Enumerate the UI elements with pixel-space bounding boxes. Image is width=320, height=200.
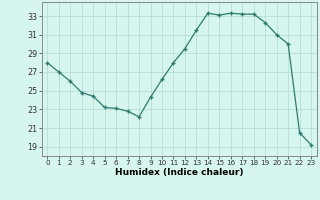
X-axis label: Humidex (Indice chaleur): Humidex (Indice chaleur)	[115, 168, 244, 177]
